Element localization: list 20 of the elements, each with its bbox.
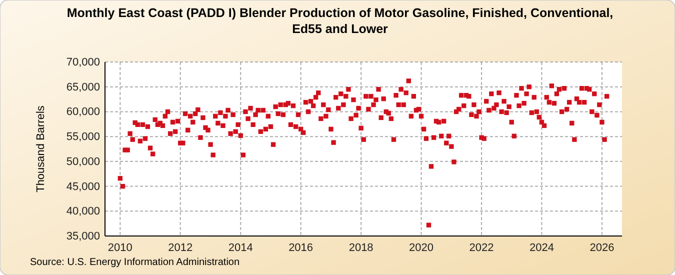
y-tick-label: 70,000 <box>66 56 100 69</box>
y-tick-label: 45,000 <box>66 180 100 193</box>
x-tick-label: 2020 <box>409 242 434 254</box>
x-tick-label: 2014 <box>228 242 253 254</box>
y-tick-label: 35,000 <box>66 230 100 243</box>
y-tick-label: 50,000 <box>66 156 100 168</box>
x-tick-label: 2010 <box>108 242 132 254</box>
y-tick-label: 55,000 <box>66 131 100 144</box>
y-tick-label: 40,000 <box>66 206 100 218</box>
x-tick-label: 2024 <box>529 242 554 254</box>
x-tick-label: 2016 <box>288 242 314 254</box>
y-tick-label: 60,000 <box>66 106 100 118</box>
x-tick-label: 2018 <box>348 242 374 254</box>
y-axis-title: Thousand Barrels <box>35 105 47 192</box>
y-tick-label: 65,000 <box>66 81 100 94</box>
x-tick-label: 2026 <box>590 242 614 254</box>
chart-title: Monthly East Coast (PADD I) Blender Production of Motor Gasoline, Finished, Conventional, Ed55 and Lower <box>66 6 614 36</box>
x-tick-label: 2022 <box>469 242 494 254</box>
source-note: Source: U.S. Energy Information Administration <box>30 257 240 268</box>
x-tick-label: 2012 <box>168 242 193 254</box>
